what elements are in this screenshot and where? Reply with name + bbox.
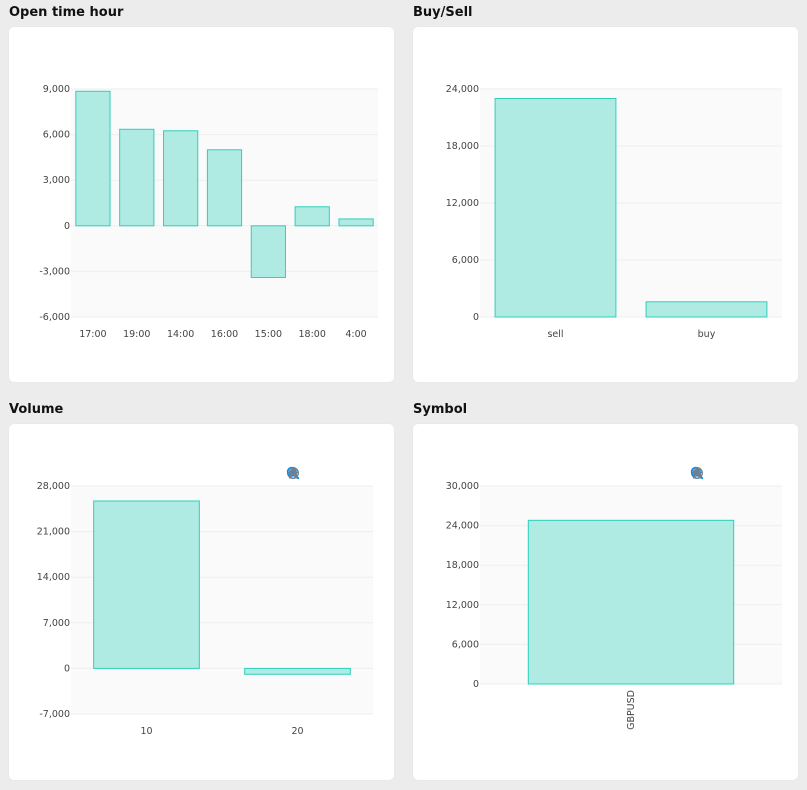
bar-15-00[interactable] [250, 225, 286, 278]
y-tick-label: 24,000 [446, 521, 479, 532]
y-tick-label: 14,000 [37, 572, 70, 583]
x-tick-label: 19:00 [123, 329, 150, 340]
y-tick-label: 0 [64, 663, 70, 674]
bar-chart-volume: 28,000 21,000 14,000 7,000 0 -7,000 10 20 [37, 481, 373, 737]
panel-title-volume: Volume [9, 402, 64, 417]
bar-buy[interactable] [645, 301, 768, 318]
reset-home-icon[interactable] [286, 466, 300, 480]
x-tick-label: 17:00 [79, 329, 106, 340]
bar-16-00[interactable] [206, 149, 243, 227]
bar-chart-open-time-hour: 9,000 6,000 3,000 0 -3,000 -6,000 17:00 19:00 14… [39, 84, 378, 340]
y-tick-label: 12,000 [446, 600, 479, 611]
x-tick-label: 14:00 [167, 329, 194, 340]
chart-card-buy-sell: 24,000 18,000 12,000 6,000 0 sell buy [413, 27, 798, 382]
bar-19-00[interactable] [119, 128, 155, 227]
bar-chart-buy-sell: 24,000 18,000 12,000 6,000 0 sell buy [446, 84, 782, 340]
y-tick-label: 3,000 [43, 175, 70, 186]
y-tick-label: 24,000 [446, 84, 479, 95]
y-tick-label: 28,000 [37, 481, 70, 492]
y-tick-label: 0 [473, 312, 479, 323]
x-tick-label: 10 [140, 726, 152, 737]
x-tick-label: 16:00 [211, 329, 238, 340]
y-tick-label: 0 [473, 679, 479, 690]
y-tick-label: 6,000 [43, 130, 70, 141]
y-tick-label: 9,000 [43, 84, 70, 95]
x-tick-label: sell [547, 329, 563, 340]
bar-4-00[interactable] [338, 218, 374, 227]
y-tick-label: 6,000 [452, 639, 479, 650]
bar-17-00[interactable] [75, 90, 111, 227]
y-tick-label: 18,000 [446, 141, 479, 152]
y-tick-label: 7,000 [43, 618, 70, 629]
panel-title-buy-sell: Buy/Sell [413, 5, 473, 20]
bar-10[interactable] [93, 500, 200, 669]
x-tick-label: 20 [291, 726, 303, 737]
y-tick-label: -6,000 [39, 312, 70, 323]
chart-card-open-time-hour: 9,000 6,000 3,000 0 -3,000 -6,000 17:00 19:00 14… [9, 27, 394, 382]
y-tick-label: 6,000 [452, 255, 479, 266]
x-tick-label: buy [698, 329, 716, 340]
x-tick-label: 18:00 [299, 329, 326, 340]
bar-18-00[interactable] [294, 206, 330, 227]
y-tick-label: -7,000 [39, 709, 70, 720]
panel-title-symbol: Symbol [413, 402, 468, 417]
panel-title-open-time-hour: Open time hour [9, 5, 124, 20]
bar-sell[interactable] [494, 98, 617, 318]
x-tick-label: 15:00 [255, 329, 282, 340]
y-tick-label: -3,000 [39, 266, 70, 277]
chart-card-volume: 28,000 21,000 14,000 7,000 0 -7,000 10 20 [9, 424, 394, 780]
bar-gbpusd[interactable] [527, 519, 735, 685]
y-tick-label: 30,000 [446, 481, 479, 492]
y-tick-label: 18,000 [446, 560, 479, 571]
y-tick-label: 0 [64, 221, 70, 232]
bar-14-00[interactable] [163, 130, 199, 227]
bar-chart-symbol: 30,000 24,000 18,000 12,000 6,000 0 GBPUSD [446, 481, 782, 730]
reset-home-icon[interactable] [690, 466, 704, 480]
y-tick-label: 12,000 [446, 198, 479, 209]
y-tick-label: 21,000 [37, 527, 70, 538]
x-tick-label: 4:00 [345, 329, 366, 340]
bar-20[interactable] [244, 667, 351, 675]
chart-card-symbol: 30,000 24,000 18,000 12,000 6,000 0 GBPUSD [413, 424, 798, 780]
x-tick-label: GBPUSD [626, 690, 637, 730]
